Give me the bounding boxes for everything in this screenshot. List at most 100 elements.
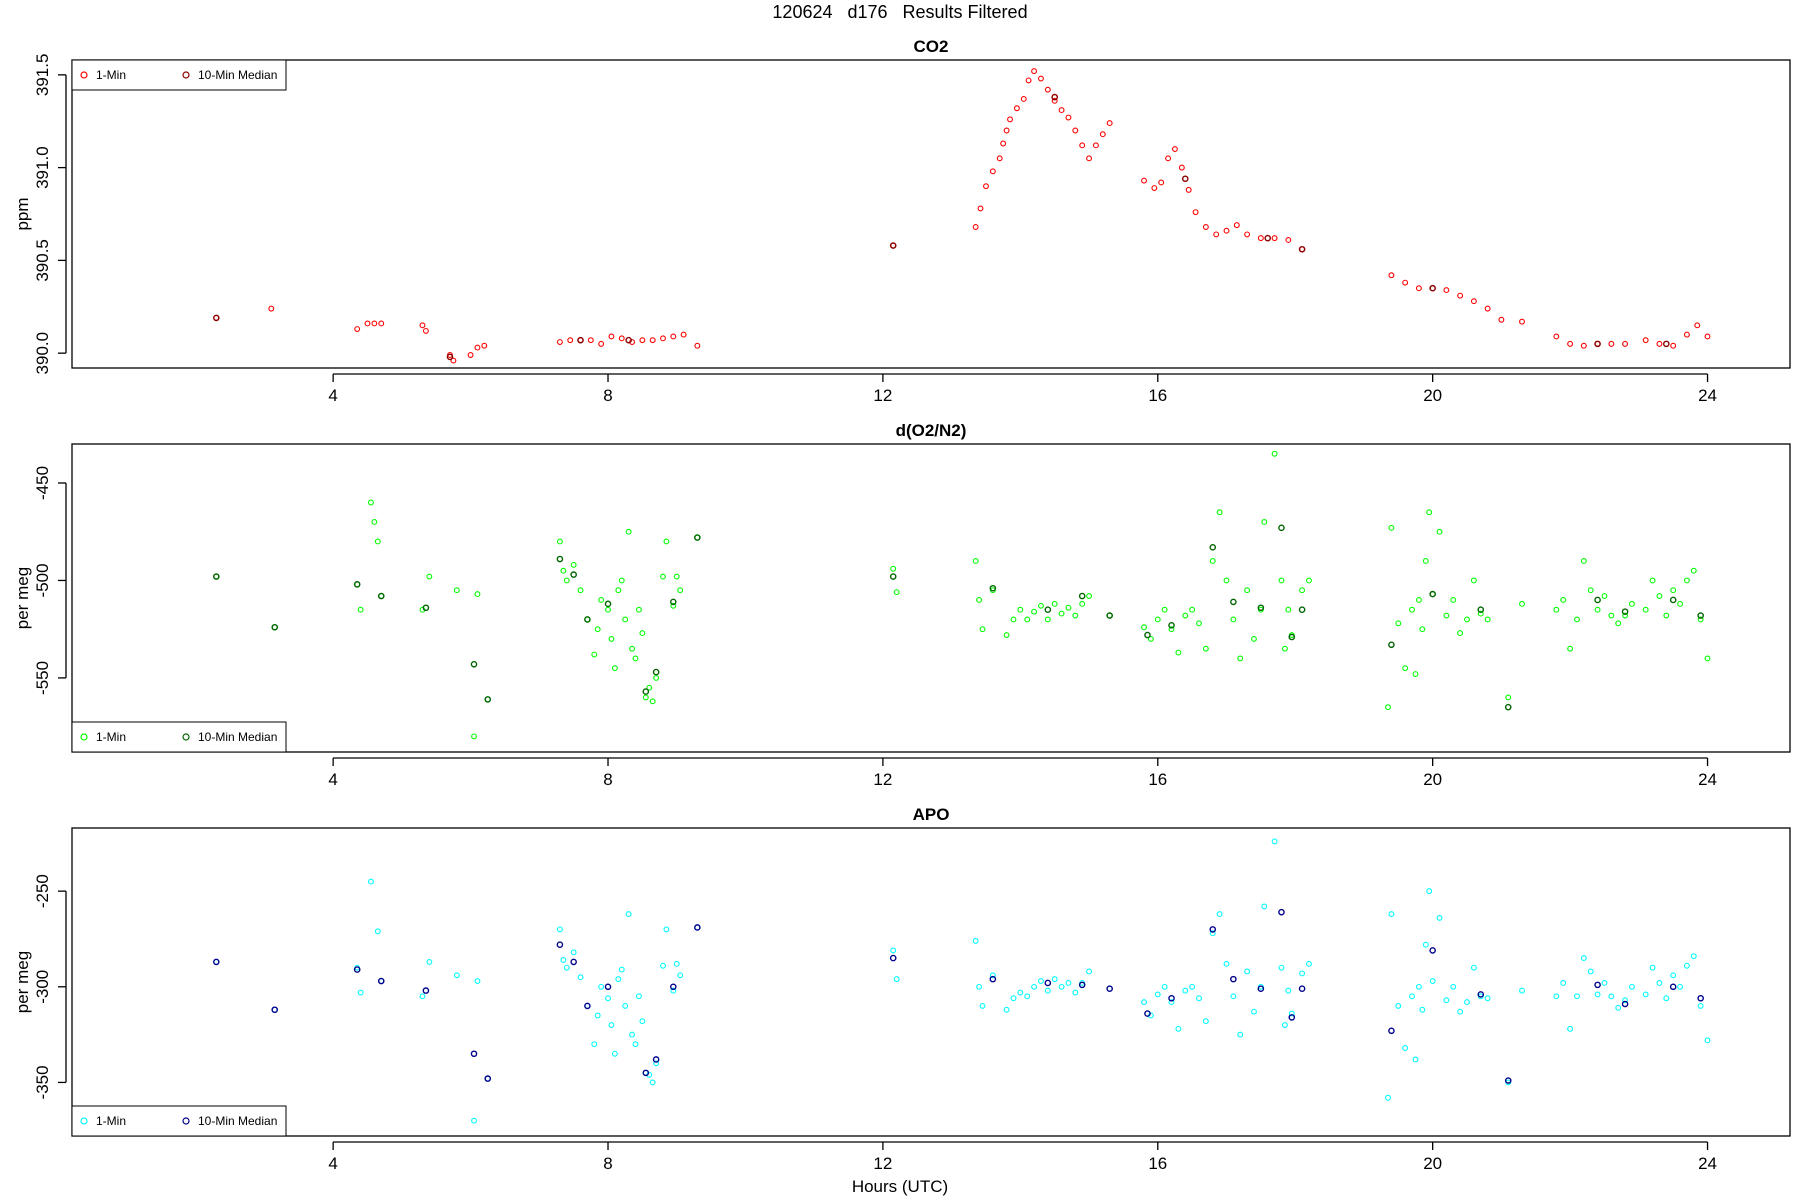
data-point — [1426, 509, 1433, 516]
data-point — [1092, 142, 1099, 149]
data-point — [471, 1117, 477, 1124]
data-point — [1209, 926, 1217, 933]
data-point — [1677, 600, 1683, 607]
data-point — [1519, 987, 1525, 994]
data-point — [1281, 1022, 1288, 1028]
data-point — [1213, 231, 1220, 238]
data-point — [1185, 186, 1192, 193]
data-point — [1182, 612, 1189, 619]
y-tick-label: -350 — [33, 1065, 52, 1099]
data-point — [1670, 342, 1677, 349]
data-point — [1072, 127, 1079, 134]
data-point — [598, 340, 605, 347]
data-point — [367, 878, 374, 885]
legend: 1-Min 10-Min Median — [71, 1105, 287, 1137]
data-point — [1395, 620, 1402, 627]
data-point — [1288, 1010, 1295, 1017]
data-point — [419, 993, 426, 1000]
data-point — [622, 1002, 629, 1009]
data-point — [1443, 612, 1450, 619]
data-point — [1553, 993, 1560, 1000]
data-point — [1257, 604, 1265, 612]
y-tick-label: -500 — [33, 563, 52, 597]
data-point — [1044, 86, 1051, 93]
data-point — [1395, 1002, 1402, 1009]
data-point — [663, 926, 670, 933]
data-point — [1409, 993, 1415, 1000]
data-point — [1278, 577, 1285, 584]
data-point — [1230, 975, 1237, 983]
data-point — [1663, 340, 1670, 348]
data-point — [1196, 995, 1202, 1002]
data-point — [364, 320, 371, 327]
legend-label: 1-Min — [96, 68, 126, 82]
data-point — [378, 320, 385, 327]
data-point — [1587, 968, 1594, 975]
data-point — [556, 555, 564, 563]
data-point — [598, 983, 605, 990]
data-point — [625, 911, 632, 918]
data-point — [1704, 655, 1711, 662]
data-point — [484, 696, 492, 703]
data-point — [1209, 558, 1216, 564]
data-point — [1656, 340, 1663, 347]
data-point — [1574, 993, 1580, 1000]
data-point — [1621, 608, 1629, 615]
data-point — [1553, 333, 1560, 340]
data-point — [1429, 947, 1436, 954]
data-point — [422, 604, 430, 612]
data-point — [1257, 235, 1264, 242]
data-point — [563, 964, 570, 971]
data-point — [989, 972, 996, 979]
data-point — [453, 587, 460, 594]
data-point — [1086, 593, 1093, 600]
data-point — [604, 600, 612, 608]
data-point — [890, 947, 897, 954]
data-point — [996, 155, 1003, 162]
data-point — [357, 989, 364, 996]
data-point — [660, 335, 666, 342]
series-ten-min-median — [213, 908, 1704, 1084]
data-point — [1013, 105, 1020, 112]
data-point — [1264, 234, 1272, 242]
data-point — [1044, 616, 1051, 623]
legend-label: 10-Min Median — [198, 1114, 277, 1128]
data-point — [1065, 604, 1072, 611]
data-point — [213, 573, 220, 580]
data-point — [587, 337, 594, 344]
data-point — [893, 589, 900, 596]
data-point — [1144, 1010, 1151, 1017]
data-point — [374, 928, 381, 935]
data-point — [1244, 587, 1251, 594]
data-point — [1271, 450, 1278, 457]
data-point — [642, 1069, 650, 1077]
data-point — [1519, 318, 1525, 325]
data-point — [1642, 337, 1649, 344]
data-point — [1697, 1002, 1704, 1009]
data-point — [680, 331, 687, 338]
data-point — [1202, 1018, 1209, 1025]
data-point — [1189, 606, 1196, 613]
data-point — [649, 698, 656, 705]
series-ten-min-median — [213, 524, 1704, 711]
data-point — [622, 616, 629, 623]
x-tick-label: 8 — [603, 770, 612, 789]
data-point — [677, 587, 684, 594]
data-point — [1141, 999, 1147, 1006]
data-point — [1031, 608, 1038, 615]
data-point — [1278, 524, 1285, 532]
data-point — [694, 924, 701, 931]
data-point — [1560, 980, 1567, 986]
data-point — [1141, 177, 1147, 184]
data-point — [1477, 991, 1485, 998]
data-point — [989, 168, 996, 175]
data-point — [670, 598, 677, 606]
data-point — [1154, 991, 1161, 998]
data-point — [1202, 645, 1209, 652]
data-point — [1419, 626, 1426, 633]
data-point — [1079, 600, 1086, 607]
data-point — [670, 602, 677, 609]
data-point — [1288, 1014, 1296, 1021]
data-point — [213, 958, 220, 966]
data-point — [470, 1050, 478, 1058]
